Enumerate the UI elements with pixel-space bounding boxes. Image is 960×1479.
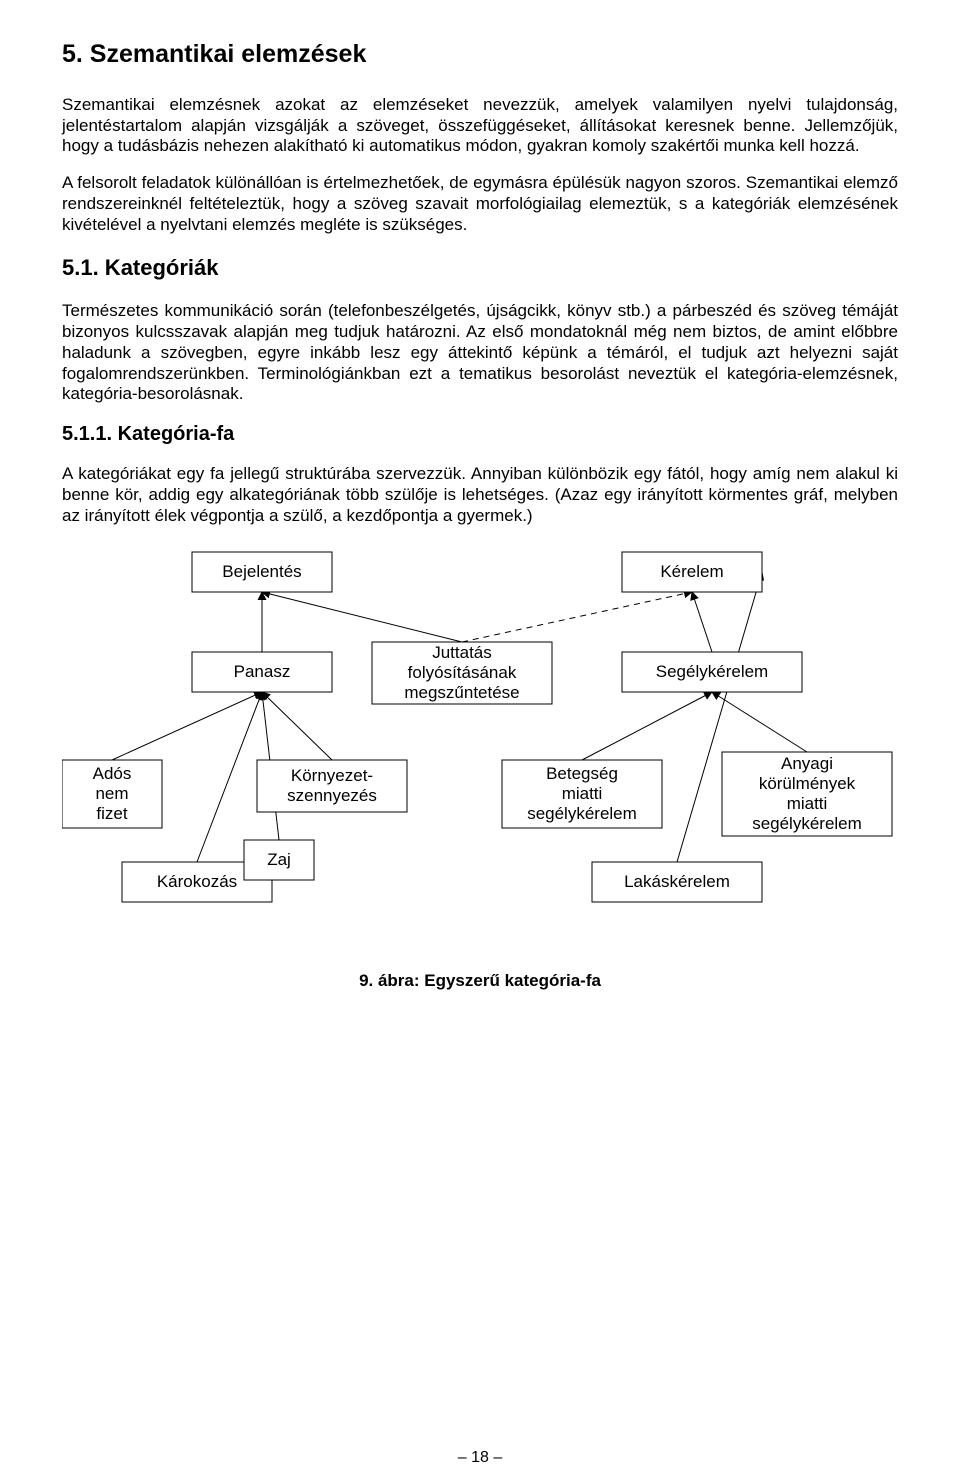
diagram-container: Bejelentés Kérelem Panasz Juttatásfolyósítá… [62, 542, 898, 957]
paragraph-3: Természetes kommunikáció során (telefonb… [62, 301, 898, 405]
category-tree-diagram: Bejelentés Kérelem Panasz Juttatásfolyósítá… [62, 542, 898, 952]
node-label: Juttatás [432, 643, 492, 662]
node-kornyezet: Környezet-szennyezés [257, 760, 407, 812]
node-label: folyósításának [408, 663, 517, 682]
heading-sub2: 5.1.1. Kategória-fa [62, 423, 898, 446]
node-label: Bejelentés [222, 562, 301, 581]
node-zaj: Zaj [244, 840, 314, 880]
node-label: Panasz [234, 662, 291, 681]
node-label: körülmények [759, 774, 856, 793]
node-label: megszűntetése [404, 683, 519, 702]
node-label: Kérelem [660, 562, 723, 581]
node-label: Károkozás [157, 872, 237, 891]
node-label: fizet [96, 804, 127, 823]
node-label: Lakáskérelem [624, 872, 730, 891]
edge-juttatas-bejelentes [262, 592, 462, 642]
node-kerelem: Kérelem [622, 552, 762, 592]
node-label: miatti [787, 794, 828, 813]
node-segely: Segélykérelem [622, 652, 802, 692]
heading-main: 5. Szemantikai elemzések [62, 40, 898, 69]
edge-juttatas-kerelem [462, 592, 692, 642]
paragraph-4: A kategóriákat egy fa jellegű struktúráb… [62, 464, 898, 526]
paragraph-2: A felsorolt feladatok különállóan is ért… [62, 173, 898, 235]
node-label: Segélykérelem [656, 662, 768, 681]
edge-anyagi-segely [712, 692, 807, 752]
figure-caption: 9. ábra: Egyszerű kategória-fa [62, 971, 898, 991]
node-label: Anyagi [781, 754, 833, 773]
edge-kornyezet-panasz [262, 692, 332, 760]
node-label: Zaj [267, 850, 291, 869]
page-number: – 18 – [0, 1449, 960, 1467]
edge-segely-kerelem [692, 592, 712, 652]
node-label: miatti [562, 784, 603, 803]
paragraph-1: Szemantikai elemzésnek azokat az elemzés… [62, 95, 898, 157]
edge-betegseg-segely [582, 692, 712, 760]
node-label: szennyezés [287, 786, 377, 805]
node-bejelentes: Bejelentés [192, 552, 332, 592]
node-juttatas: Juttatásfolyósításánakmegszűntetése [372, 642, 552, 704]
node-betegseg: Betegségmiattisegélykérelem [502, 760, 662, 828]
node-anyagi: Anyagikörülményekmiattisegélykérelem [722, 752, 892, 836]
node-label: nem [95, 784, 128, 803]
node-label: Környezet- [291, 766, 373, 785]
node-label: segélykérelem [752, 814, 862, 833]
heading-sub1: 5.1. Kategóriák [62, 255, 898, 281]
node-panasz: Panasz [192, 652, 332, 692]
node-label: Adós [93, 764, 132, 783]
node-ados: Adósnemfizet [62, 760, 162, 828]
node-lakaskerelen: Lakáskérelem [592, 862, 762, 902]
page: 5. Szemantikai elemzések Szemantikai ele… [0, 0, 960, 1479]
node-label: Betegség [546, 764, 618, 783]
node-label: segélykérelem [527, 804, 637, 823]
